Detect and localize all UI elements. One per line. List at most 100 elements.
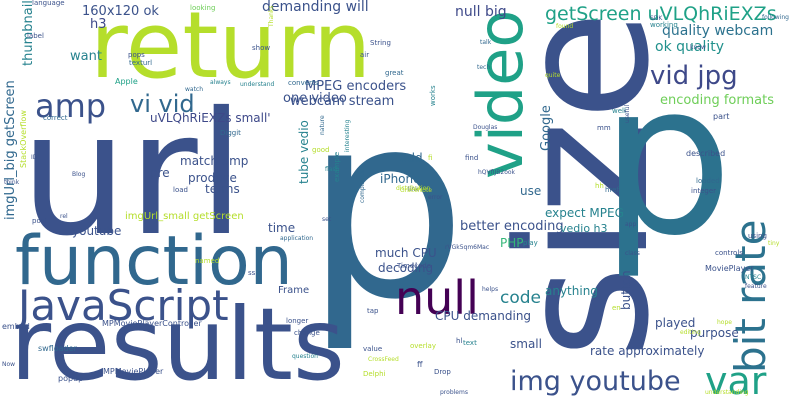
word-blog: Blog [72, 171, 86, 178]
word-language: language [32, 0, 65, 7]
word-video: video [464, 9, 537, 179]
word-loaded: loaded [696, 177, 720, 185]
word-encoding-formats: encoding formats [660, 93, 774, 108]
word-bit-rate: bit rate [726, 219, 775, 373]
word-anything: anything [545, 284, 598, 298]
word-integer: integer [691, 187, 717, 195]
word-vi-vid: vi vid [130, 90, 195, 118]
word-longer: longer [286, 317, 309, 325]
word-post: post [32, 217, 48, 225]
word-working: working [650, 21, 678, 29]
word-using: using [748, 232, 767, 240]
word-uvlqhriexzs-small: uVLQhRiEXZs small' [150, 111, 271, 125]
word-160x120-ok: 160x120 ok [82, 4, 159, 19]
word-link: link [408, 186, 419, 193]
word-tube-vedio: tube vedio [297, 120, 311, 184]
word-hh: hh [595, 182, 604, 190]
word-quality-webcam: quality webcam [662, 23, 774, 39]
word-quite: quite [545, 72, 561, 79]
word-hqvfijb2ook: hQVfIJB2ook [478, 169, 516, 176]
word-want: want [70, 49, 102, 64]
word-talk: talk [480, 39, 492, 46]
word-youtube: youtube [72, 224, 122, 238]
word-rvgk5qm6mac: rVGk5qm6Mac [445, 244, 490, 251]
word-works: works [429, 85, 437, 106]
word-swfloader: swfloader [38, 344, 77, 353]
word-imgurl-big-getscreen: imgUrl_big getScreen [3, 80, 18, 220]
word-mpmovieplayercontroller: MPMoviePlayerController [102, 319, 202, 328]
word-played: played [655, 316, 696, 330]
word-function: function [15, 222, 293, 301]
word-tech: tech [477, 64, 491, 71]
word-interesting: interesting [344, 119, 351, 152]
word-gracenote: GraceNote [400, 187, 432, 194]
word-following: following [762, 14, 789, 21]
word-editing: editing [680, 329, 701, 336]
word-label: label [27, 32, 44, 40]
word-question: question [292, 353, 318, 360]
word-fi: fi [428, 154, 433, 162]
word-ide: IDE [31, 154, 42, 161]
word-nature: nature [319, 115, 326, 135]
word-find: find [465, 154, 479, 162]
word-button: button [619, 270, 633, 310]
word-decoding: decoding [378, 261, 434, 275]
word-think: think [4, 179, 20, 186]
word-apple: Apple [115, 77, 138, 86]
word-rate-approximately: rate approximately [590, 344, 705, 358]
word-mpmovieplayer: MPMoviePlayer [103, 367, 164, 376]
word-understanding: understanding [705, 389, 749, 396]
word-null: null [395, 271, 479, 325]
word-null-big: null big [455, 4, 507, 20]
word-thanks: Thanks [268, 5, 275, 27]
word-found: found [556, 23, 574, 30]
word-overlay: overlay [410, 342, 436, 350]
word-pops: pops [128, 51, 145, 59]
word-feature: feature [745, 283, 767, 290]
word-img-youtube: img youtube [510, 366, 681, 397]
word-match-amp: match amp [180, 154, 249, 168]
word-small: small [510, 337, 542, 351]
word-know: know [690, 44, 706, 51]
word-add: add [400, 151, 423, 165]
word-hope: hope [717, 319, 732, 326]
word-good: good [312, 146, 330, 154]
word-iphone: iPhone [380, 172, 421, 186]
word-better-encoding: better encoding [460, 219, 564, 234]
word-much-cpu: much CPU [375, 246, 437, 260]
word-amp: amp [35, 87, 107, 125]
word-time: time [268, 221, 296, 235]
word-flash: flash [325, 166, 340, 173]
word-produce: produce [188, 171, 237, 185]
word-great: great [385, 69, 404, 77]
word-ss: ss [248, 269, 256, 277]
word-named: named [195, 257, 220, 265]
word-p: p [600, 37, 734, 282]
word-mpeg-encoders: MPEG encoders [305, 79, 407, 94]
word-php: PHP [500, 236, 524, 250]
word-url: url [20, 76, 245, 274]
word-error: error [428, 194, 443, 201]
word-ok-quality: ok quality [655, 39, 725, 55]
word-embed: embed [2, 322, 30, 331]
word-class: class [625, 250, 640, 257]
word-looking: looking [190, 4, 216, 12]
word-tap: tap [367, 307, 379, 315]
word-code: code [500, 288, 541, 308]
word-expect-mpeg: expect MPEG [545, 206, 624, 220]
word-application: application [280, 235, 314, 242]
word-p: p [305, 59, 467, 356]
word-webcam-stream: webcam stream [290, 94, 395, 109]
word-controls: controls [715, 249, 743, 257]
word-douglas: Douglas [473, 124, 498, 131]
word-terms: terms [205, 182, 240, 196]
word-distribution: distribution [396, 185, 431, 192]
word-tiny: tiny [768, 240, 780, 247]
word-play: play [523, 239, 538, 247]
word-complaints: complaints [359, 170, 366, 203]
word-app: app [625, 221, 637, 228]
word-return: return [90, 0, 372, 99]
word-vedio-h3: vedio h3 [560, 222, 608, 235]
word-demanding-will: demanding will [262, 0, 369, 15]
word-purpose: purpose [690, 326, 739, 340]
